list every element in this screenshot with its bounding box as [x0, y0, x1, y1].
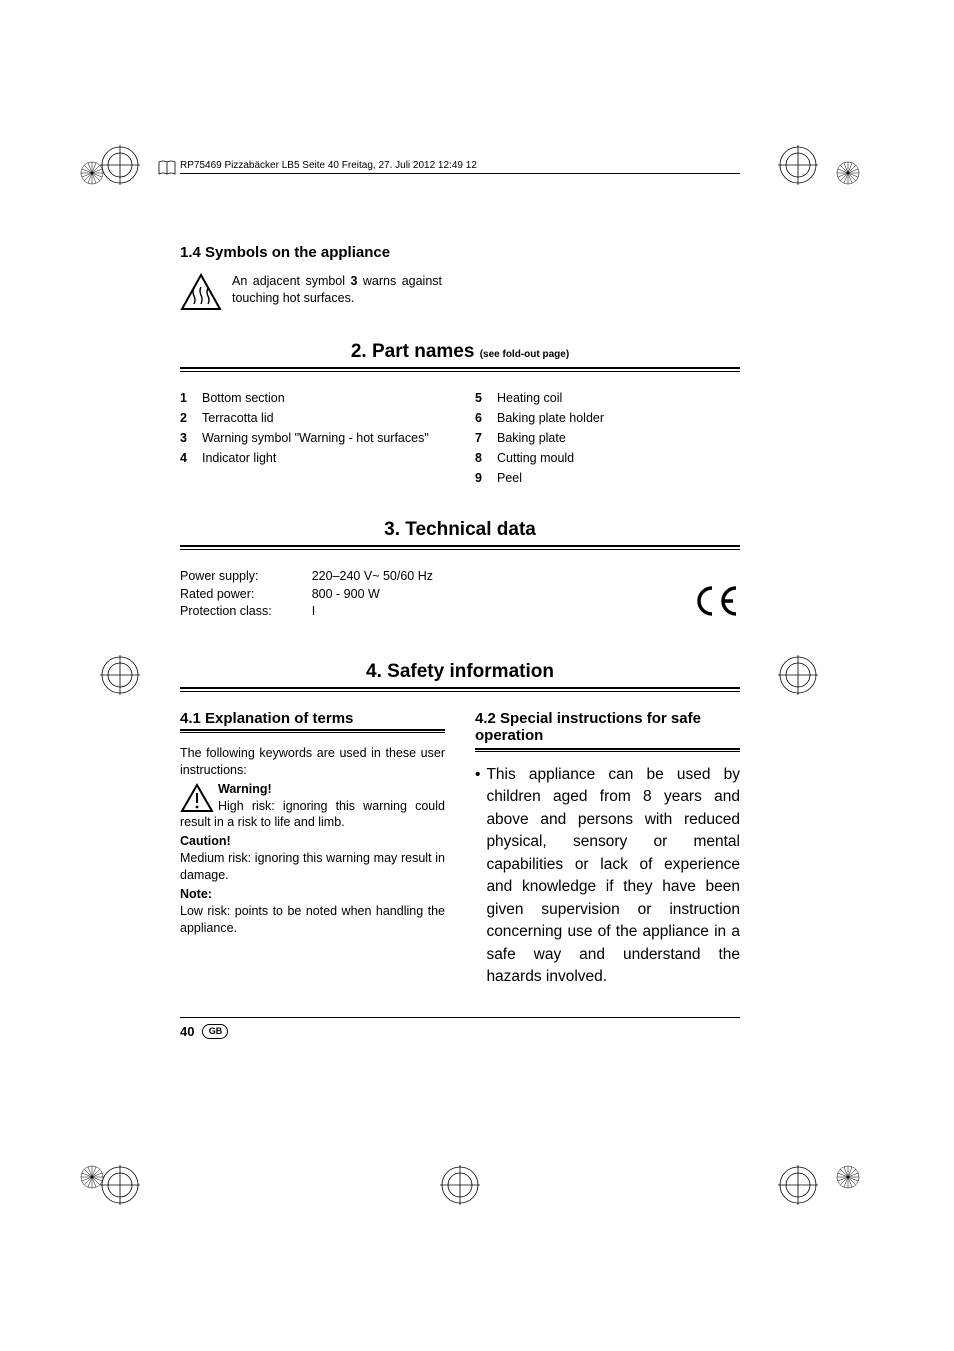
section-4-heading: 4. Safety information: [180, 661, 740, 683]
regmark-mid-right: [778, 655, 818, 695]
warning-triangle-icon: [180, 783, 214, 813]
part-number: 7: [475, 430, 497, 447]
section-4-2-bullet: • This appliance can be used by children…: [475, 764, 740, 989]
part-label: Indicator light: [202, 450, 276, 467]
part-names-list: 1Bottom section2Terracotta lid3Warning s…: [180, 390, 740, 489]
section-3-heading: 3. Technical data: [180, 519, 740, 541]
part-item: 5Heating coil: [475, 390, 740, 407]
part-item: 6Baking plate holder: [475, 410, 740, 427]
part-label: Terracotta lid: [202, 410, 274, 427]
part-number: 6: [475, 410, 497, 427]
section-3-rule: [180, 545, 740, 550]
page-number: 40: [180, 1024, 194, 1039]
part-number: 2: [180, 410, 202, 427]
part-label: Baking plate holder: [497, 410, 604, 427]
country-badge: GB: [202, 1024, 228, 1039]
section-2-heading: 2. Part names (see fold-out page): [180, 341, 740, 363]
cropmark-outer-tl: [80, 125, 140, 185]
warning-label: Warning!: [218, 782, 272, 796]
tech-label: Rated power:: [180, 586, 312, 604]
part-label: Bottom section: [202, 390, 285, 407]
part-item: 2Terracotta lid: [180, 410, 445, 427]
part-item: 3Warning symbol "Warning - hot surfaces": [180, 430, 445, 447]
tech-label: Protection class:: [180, 603, 312, 621]
tech-data-row: Rated power:800 - 900 W: [180, 586, 433, 604]
section-4-2-title: 4.2 Special instructions for safe operat…: [475, 710, 740, 746]
part-number: 3: [180, 430, 202, 447]
part-label: Baking plate: [497, 430, 566, 447]
regmark-mid-left: [100, 655, 140, 695]
tech-label: Power supply:: [180, 568, 312, 586]
section-1-4-text: An adjacent symbol 3 warns against touch…: [232, 273, 442, 307]
hot-surface-icon: [180, 273, 222, 311]
note-block: Note: Low risk: points to be noted when …: [180, 886, 445, 937]
book-icon: [158, 160, 176, 176]
tech-data-row: Power supply:220–240 V~ 50/60 Hz: [180, 568, 433, 586]
section-2-rule: [180, 367, 740, 372]
cropmark-outer-br: [800, 1165, 860, 1225]
part-item: 1Bottom section: [180, 390, 445, 407]
section-4-rule: [180, 687, 740, 692]
caution-block: Caution! Medium risk: ignoring this warn…: [180, 833, 445, 884]
section-4-1-intro: The following keywords are used in these…: [180, 745, 445, 779]
tech-value: I: [312, 603, 433, 621]
part-number: 8: [475, 450, 497, 467]
part-item: 7Baking plate: [475, 430, 740, 447]
part-item: 8Cutting mould: [475, 450, 740, 467]
warning-text: High risk: ignoring this warning could r…: [180, 799, 445, 830]
warning-block: Warning! High risk: ignoring this warnin…: [180, 781, 445, 832]
part-item: 4Indicator light: [180, 450, 445, 467]
ce-mark-icon: [692, 584, 740, 626]
tech-value: 220–240 V~ 50/60 Hz: [312, 568, 433, 586]
part-label: Peel: [497, 470, 522, 487]
cropmark-outer-bl: [80, 1165, 140, 1225]
section-4-1-rule: [180, 729, 445, 733]
part-item: 9Peel: [475, 470, 740, 487]
part-number: 1: [180, 390, 202, 407]
section-4-1-title: 4.1 Explanation of terms: [180, 710, 445, 727]
part-number: 5: [475, 390, 497, 407]
technical-data: Power supply:220–240 V~ 50/60 HzRated po…: [180, 568, 740, 621]
section-4-2-rule: [475, 748, 740, 752]
part-label: Warning symbol "Warning - hot surfaces": [202, 430, 429, 447]
part-number: 4: [180, 450, 202, 467]
document-header: RP75469 Pizzabäcker LB5 Seite 40 Freitag…: [180, 160, 740, 174]
header-text: RP75469 Pizzabäcker LB5 Seite 40 Freitag…: [180, 160, 477, 171]
regmark-bot-mid: [440, 1165, 480, 1205]
part-number: 9: [475, 470, 497, 487]
page-footer: 40 GB: [180, 1017, 740, 1039]
part-label: Cutting mould: [497, 450, 574, 467]
section-1-4-title: 1.4 Symbols on the appliance: [180, 244, 740, 261]
tech-data-row: Protection class:I: [180, 603, 433, 621]
part-label: Heating coil: [497, 390, 562, 407]
tech-value: 800 - 900 W: [312, 586, 433, 604]
cropmark-outer-tr: [800, 125, 860, 185]
